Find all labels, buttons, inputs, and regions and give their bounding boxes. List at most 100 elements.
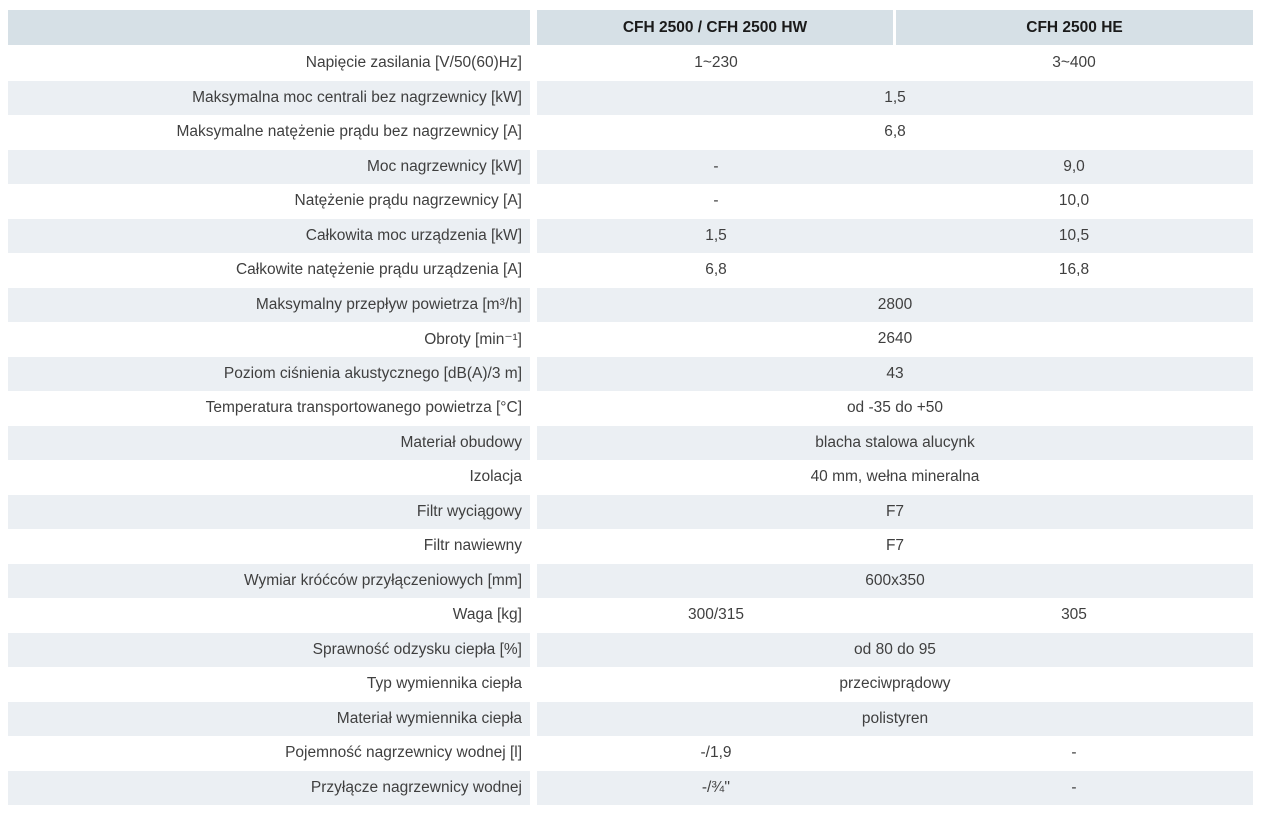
row-value-merged: blacha stalowa alucynk — [815, 433, 975, 451]
row-label: Filtr wyciągowy — [8, 494, 530, 529]
row-value-col2: 10,0 — [1058, 192, 1090, 210]
row-label: Poziom ciśnienia akustycznego [dB(A)/3 m… — [8, 356, 530, 391]
header-cell-cfh-2500-he: CFH 2500 HE — [896, 10, 1253, 45]
row-label: Przyłącze nagrzewnicy wodnej — [8, 770, 530, 805]
table-row: Całkowite natężenie prądu urządzenia [A]… — [8, 253, 1253, 288]
row-values: - 10,0 — [537, 184, 1253, 219]
row-value-col1: 1,5 — [705, 226, 727, 244]
row-value-col1: - — [713, 192, 719, 210]
table-row: Wymiar króćców przyłączeniowych [mm] 600x… — [8, 563, 1253, 598]
table-row: Typ wymiennika ciepła przeciwprądowy — [8, 667, 1253, 702]
row-label: Materiał wymiennika ciepła — [8, 701, 530, 736]
table-row: Przyłącze nagrzewnicy wodnej -/¾'' - — [8, 770, 1253, 805]
row-value-merged: 6,8 — [884, 123, 906, 141]
row-value-col1: -/¾'' — [701, 778, 731, 796]
row-values: przeciwprądowy — [537, 667, 1253, 702]
row-value-col1: 300/315 — [687, 606, 745, 624]
row-label: Natężenie prądu nagrzewnicy [A] — [8, 184, 530, 219]
table-row: Temperatura transportowanego powietrza [… — [8, 391, 1253, 426]
row-value-merged: polistyren — [861, 709, 929, 727]
row-values: 6,8 — [537, 115, 1253, 150]
row-values: 600x350 — [537, 563, 1253, 598]
row-label: Typ wymiennika ciepła — [8, 667, 530, 702]
row-label: Całkowita moc urządzenia [kW] — [8, 218, 530, 253]
table-row: Całkowita moc urządzenia [kW] 1,5 10,5 — [8, 218, 1253, 253]
row-value-col2: 9,0 — [1063, 157, 1085, 175]
row-value-col1: - — [713, 157, 719, 175]
row-value-col2: - — [1071, 778, 1077, 796]
table-row: Maksymalna moc centrali bez nagrzewnicy … — [8, 80, 1253, 115]
row-label: Moc nagrzewnicy [kW] — [8, 149, 530, 184]
row-value-merged: 2800 — [877, 295, 913, 313]
row-values: 43 — [537, 356, 1253, 391]
table-row: Materiał wymiennika ciepła polistyren — [8, 701, 1253, 736]
row-value-col1: -/1,9 — [700, 744, 732, 762]
table-row: Izolacja 40 mm, wełna mineralna — [8, 460, 1253, 495]
row-values: blacha stalowa alucynk — [537, 425, 1253, 460]
row-value-col2: 10,5 — [1058, 226, 1090, 244]
row-value-col1: 6,8 — [705, 261, 727, 279]
table-row: Filtr wyciągowy F7 — [8, 494, 1253, 529]
row-value-merged: 40 mm, wełna mineralna — [810, 468, 980, 486]
row-value-merged: 43 — [886, 364, 904, 382]
row-value-merged: F7 — [885, 502, 905, 520]
table-row: Pojemność nagrzewnicy wodnej [l] -/1,9 - — [8, 736, 1253, 771]
row-values: 2800 — [537, 287, 1253, 322]
row-label: Pojemność nagrzewnicy wodnej [l] — [8, 736, 530, 771]
table-row: Napięcie zasilania [V/50(60)Hz] 1~230 3~40… — [8, 46, 1253, 81]
row-value-col2: 305 — [1061, 606, 1087, 624]
row-label: Materiał obudowy — [8, 425, 530, 460]
row-values: 6,8 16,8 — [537, 253, 1253, 288]
header-cell-cfh-2500-hw: CFH 2500 / CFH 2500 HW — [537, 10, 893, 45]
table-row: Obroty [min⁻¹] 2640 — [8, 322, 1253, 357]
table-row: Moc nagrzewnicy [kW] - 9,0 — [8, 149, 1253, 184]
row-label: Filtr nawiewny — [8, 529, 530, 564]
row-values: 1,5 — [537, 80, 1253, 115]
row-label: Maksymalne natężenie prądu bez nagrzewni… — [8, 115, 530, 150]
row-label: Napięcie zasilania [V/50(60)Hz] — [8, 46, 530, 81]
row-label: Waga [kg] — [8, 598, 530, 633]
row-values: polistyren — [537, 701, 1253, 736]
row-label: Wymiar króćców przyłączeniowych [mm] — [8, 563, 530, 598]
row-values: 300/315 305 — [537, 598, 1253, 633]
row-value-merged: 600x350 — [865, 571, 925, 589]
row-value-col1: 1~230 — [694, 54, 738, 72]
row-label: Izolacja — [8, 460, 530, 495]
table-row: Natężenie prądu nagrzewnicy [A] - 10,0 — [8, 184, 1253, 219]
row-values: F7 — [537, 529, 1253, 564]
row-values: F7 — [537, 494, 1253, 529]
table-row: Poziom ciśnienia akustycznego [dB(A)/3 m… — [8, 356, 1253, 391]
row-values: -/1,9 - — [537, 736, 1253, 771]
row-label: Maksymalna moc centrali bez nagrzewnicy … — [8, 80, 530, 115]
table-row: Materiał obudowy blacha stalowa alucynk — [8, 425, 1253, 460]
table-row: Sprawność odzysku ciepła [%] od 80 do 95 — [8, 632, 1253, 667]
row-values: 2640 — [537, 322, 1253, 357]
row-label: Całkowite natężenie prądu urządzenia [A] — [8, 253, 530, 288]
row-value-merged: F7 — [885, 537, 905, 555]
row-value-col2: 3~400 — [1052, 54, 1096, 72]
row-values: - 9,0 — [537, 149, 1253, 184]
table-body: Napięcie zasilania [V/50(60)Hz] 1~230 3~40… — [8, 46, 1253, 805]
spec-table: CFH 2500 / CFH 2500 HW CFH 2500 HE Napię… — [8, 10, 1253, 805]
row-values: 1~230 3~400 — [537, 46, 1253, 81]
row-label: Maksymalny przepływ powietrza [m³/h] — [8, 287, 530, 322]
row-values: od -35 do +50 — [537, 391, 1253, 426]
table-row: Filtr nawiewny F7 — [8, 529, 1253, 564]
row-value-merged: 1,5 — [884, 88, 906, 106]
row-value-merged: od -35 do +50 — [846, 399, 944, 417]
row-values: 1,5 10,5 — [537, 218, 1253, 253]
row-value-merged: 2640 — [877, 330, 913, 348]
table-row: Waga [kg] 300/315 305 — [8, 598, 1253, 633]
row-value-col2: 16,8 — [1058, 261, 1090, 279]
row-values: od 80 do 95 — [537, 632, 1253, 667]
row-value-merged: przeciwprądowy — [839, 675, 951, 693]
table-header-row: CFH 2500 / CFH 2500 HW CFH 2500 HE — [8, 10, 1253, 45]
table-row: Maksymalne natężenie prądu bez nagrzewni… — [8, 115, 1253, 150]
row-value-col2: - — [1071, 744, 1077, 762]
row-values: -/¾'' - — [537, 770, 1253, 805]
row-values: 40 mm, wełna mineralna — [537, 460, 1253, 495]
row-label: Obroty [min⁻¹] — [8, 322, 530, 357]
row-value-merged: od 80 do 95 — [854, 640, 936, 658]
row-label: Temperatura transportowanego powietrza [… — [8, 391, 530, 426]
row-label: Sprawność odzysku ciepła [%] — [8, 632, 530, 667]
